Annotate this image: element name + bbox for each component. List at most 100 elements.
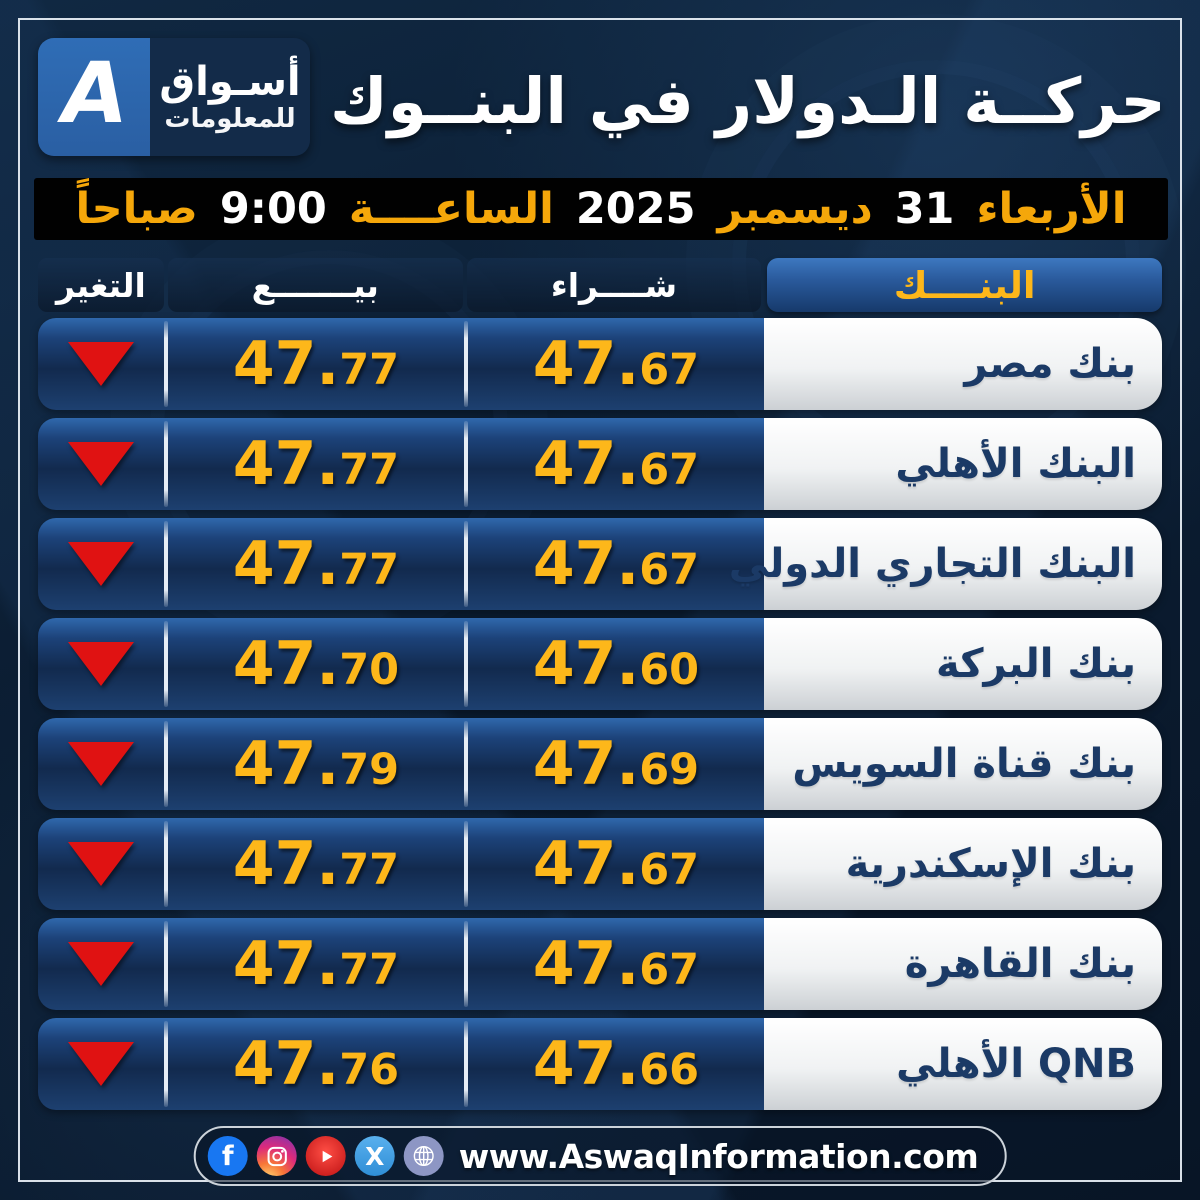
sell-value: 47.70 xyxy=(232,629,400,699)
table-row: 47.70 47.60 بنك البركة xyxy=(38,618,1162,710)
column-divider xyxy=(164,921,168,1007)
row-rates-panel: 47.77 47.67 xyxy=(38,818,764,910)
facebook-icon[interactable]: f xyxy=(207,1136,248,1176)
change-cell xyxy=(38,918,164,1010)
date-hour-word: الساعــــة xyxy=(348,184,554,234)
bank-name: QNB الأهلي xyxy=(764,1018,1162,1110)
buy-cell: 47.66 xyxy=(468,1018,764,1110)
bank-name: بنك القاهرة xyxy=(764,918,1162,1010)
date-period: صباحاً xyxy=(75,184,198,234)
change-down-arrow-icon xyxy=(68,642,134,686)
youtube-icon[interactable] xyxy=(305,1136,346,1176)
buy-cell: 47.69 xyxy=(468,718,764,810)
column-divider xyxy=(164,721,168,807)
change-cell xyxy=(38,818,164,910)
buy-value: 47.66 xyxy=(532,1029,700,1099)
brand-mark-letter: A xyxy=(53,44,136,142)
sell-value: 47.77 xyxy=(232,829,400,899)
table-row: 47.76 47.66 QNB الأهلي xyxy=(38,1018,1162,1110)
row-rates-panel: 47.70 47.60 xyxy=(38,618,764,710)
page-title: حركــة الـدولار في البنــوك xyxy=(330,64,1166,138)
sell-cell: 47.70 xyxy=(168,618,464,710)
buy-cell: 47.60 xyxy=(468,618,764,710)
buy-cell: 47.67 xyxy=(468,518,764,610)
date-day: الأربعاء xyxy=(976,184,1127,234)
row-rates-panel: 47.76 47.66 xyxy=(38,1018,764,1110)
column-divider xyxy=(464,321,468,407)
brand-logo-icon: A xyxy=(38,38,150,156)
column-divider xyxy=(164,821,168,907)
column-divider xyxy=(464,521,468,607)
change-cell xyxy=(38,718,164,810)
change-cell xyxy=(38,318,164,410)
brand-logo: A أسـواق للمعلومات xyxy=(38,38,310,156)
brand-name-line2: للمعلومات xyxy=(164,104,296,134)
bank-name: بنك الإسكندرية xyxy=(764,818,1162,910)
column-divider xyxy=(164,321,168,407)
buy-cell: 47.67 xyxy=(468,818,764,910)
change-down-arrow-icon xyxy=(68,442,134,486)
date-month: ديسمبر xyxy=(717,184,873,234)
sell-value: 47.77 xyxy=(232,329,400,399)
sell-value: 47.77 xyxy=(232,529,400,599)
sell-cell: 47.77 xyxy=(168,318,464,410)
footer-social-bar: f X www.AswaqInformation.com xyxy=(193,1126,1007,1186)
bank-name: البنك التجاري الدولي xyxy=(729,518,1162,610)
column-divider xyxy=(464,821,468,907)
bank-name: بنك قناة السويس xyxy=(764,718,1162,810)
buy-value: 47.67 xyxy=(532,429,700,499)
sell-value: 47.77 xyxy=(232,929,400,999)
row-rates-panel: 47.79 47.69 xyxy=(38,718,764,810)
column-divider xyxy=(164,621,168,707)
table-header-row: التغير بيـــــــع شــــراء البنــــك xyxy=(38,258,1162,312)
column-divider xyxy=(164,1021,168,1107)
buy-value: 47.69 xyxy=(532,729,700,799)
website-url[interactable]: www.AswaqInformation.com xyxy=(458,1136,979,1176)
sell-cell: 47.77 xyxy=(168,418,464,510)
header-change: التغير xyxy=(38,258,164,312)
rates-table-body: 47.77 47.67 بنك مصر 47.77 xyxy=(38,318,1162,1110)
column-divider xyxy=(164,421,168,507)
header-bank: البنــــك xyxy=(767,258,1162,312)
header-buy: شــــراء xyxy=(466,258,762,312)
column-divider xyxy=(464,921,468,1007)
table-row: 47.77 47.67 بنك القاهرة xyxy=(38,918,1162,1010)
header-sell: بيـــــــع xyxy=(167,258,463,312)
sell-cell: 47.77 xyxy=(168,518,464,610)
change-down-arrow-icon xyxy=(68,942,134,986)
x-icon[interactable]: X xyxy=(354,1136,395,1176)
sell-value: 47.77 xyxy=(232,429,400,499)
buy-cell: 47.67 xyxy=(468,418,764,510)
table-row: 47.77 47.67 البنك الأهلي xyxy=(38,418,1162,510)
row-rates-panel: 47.77 47.67 xyxy=(38,518,764,610)
buy-value: 47.67 xyxy=(532,529,700,599)
bank-name: بنك البركة xyxy=(764,618,1162,710)
row-rates-panel: 47.77 47.67 xyxy=(38,318,764,410)
date-day-number: 31 xyxy=(894,184,955,234)
column-divider xyxy=(464,1021,468,1107)
change-cell xyxy=(38,418,164,510)
sell-cell: 47.76 xyxy=(168,1018,464,1110)
globe-icon[interactable] xyxy=(403,1136,444,1176)
change-cell xyxy=(38,1018,164,1110)
table-row: 47.77 47.67 بنك الإسكندرية xyxy=(38,818,1162,910)
buy-value: 47.67 xyxy=(532,329,700,399)
date-time: 9:00 xyxy=(219,184,327,234)
table-row: 47.77 47.67 بنك مصر xyxy=(38,318,1162,410)
sell-cell: 47.77 xyxy=(168,818,464,910)
row-rates-panel: 47.77 47.67 xyxy=(38,418,764,510)
change-down-arrow-icon xyxy=(68,842,134,886)
date-bar: الأربعاء 31 ديسمبر 2025 الساعــــة 9:00 … xyxy=(34,178,1168,240)
change-down-arrow-icon xyxy=(68,742,134,786)
buy-value: 47.60 xyxy=(532,629,700,699)
bank-name: البنك الأهلي xyxy=(764,418,1162,510)
change-down-arrow-icon xyxy=(68,342,134,386)
instagram-icon[interactable] xyxy=(256,1136,297,1176)
column-divider xyxy=(464,721,468,807)
column-divider xyxy=(164,521,168,607)
change-cell xyxy=(38,518,164,610)
buy-cell: 47.67 xyxy=(468,918,764,1010)
buy-value: 47.67 xyxy=(532,929,700,999)
date-year: 2025 xyxy=(575,184,696,234)
